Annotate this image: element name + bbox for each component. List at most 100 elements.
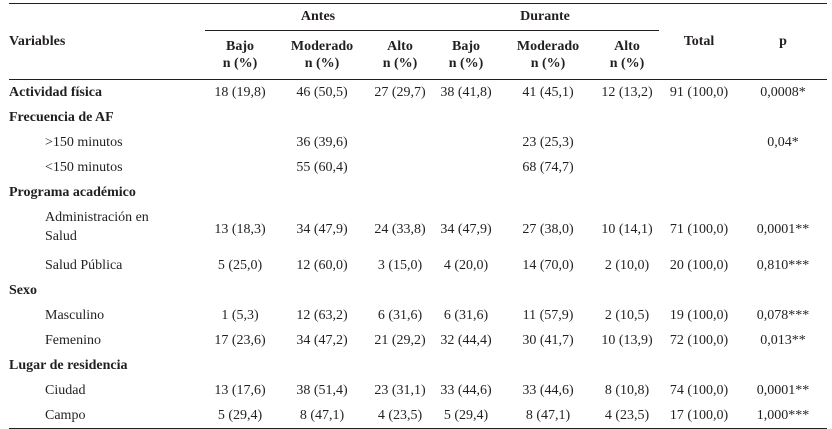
value-cell: 12 (63,2): [296, 307, 348, 323]
table-row: Administración en Salud 13 (18,3) 34 (47,9)…: [9, 205, 827, 253]
subheader-level: Alto: [387, 39, 413, 54]
header-total: Total: [659, 3, 740, 80]
subheader-unit: n (%): [530, 56, 566, 71]
p-value-cell: [739, 180, 827, 205]
value-cell: 13 (17,6): [214, 382, 266, 398]
value-cell: 5 (29,4): [217, 407, 263, 423]
value-cell: [205, 105, 275, 130]
value-cell: 13 (18,3): [214, 221, 266, 237]
subheader-cell: Alto n (%): [595, 30, 660, 80]
total-cell: 20 (100,0): [669, 257, 729, 273]
row-label-text: Campo: [45, 407, 86, 423]
table-row-category: Sexo: [9, 278, 827, 303]
table-row: Masculino 1 (5,3) 12 (63,2) 6 (31,6) 6 (31,6…: [9, 303, 827, 328]
table-row: Campo 5 (29,4) 8 (47,1) 4 (23,5) 5 (29,4) 8 (…: [9, 403, 828, 429]
subheader-unit: n (%): [382, 56, 418, 71]
subheader-unit: n (%): [304, 56, 340, 71]
value-cell: 68 (74,7): [522, 159, 574, 175]
subheader-cell: Bajo n (%): [431, 30, 502, 80]
value-cell: 34 (47,2): [296, 332, 348, 348]
row-label-text: Salud: [45, 229, 77, 244]
p-value-cell: [739, 353, 827, 378]
row-label-text: Femenino: [45, 332, 101, 348]
value-cell: 12 (60,0): [296, 257, 348, 273]
row-label: Frecuencia de AF: [9, 105, 205, 130]
value-cell: [431, 105, 501, 130]
value-cell: 4 (23,5): [377, 407, 423, 423]
row-label: Masculino: [9, 303, 205, 328]
value-cell: 6 (31,6): [443, 307, 489, 323]
value-cell: [431, 180, 501, 205]
value-cell: 36 (39,6): [296, 134, 348, 150]
total-cell: [659, 353, 739, 378]
row-label-text: Ciudad: [45, 382, 86, 398]
value-cell: [501, 278, 595, 303]
value-cell: 18 (19,8): [214, 84, 266, 100]
row-label-text: Sexo: [9, 282, 37, 298]
table-row: Salud Pública 5 (25,0) 12 (60,0) 3 (15,0) 4 …: [9, 253, 827, 278]
value-cell: 32 (44,4): [440, 332, 492, 348]
value-cell: 8 (47,1): [525, 407, 571, 423]
p-value-cell: [739, 155, 827, 180]
value-cell: 5 (29,4): [443, 407, 489, 423]
value-cell: [595, 353, 659, 378]
total-cell: 91 (100,0): [669, 84, 729, 100]
value-cell: [431, 130, 501, 155]
header-variables: Variables: [9, 3, 205, 80]
row-label-text: >150 minutos: [45, 134, 123, 150]
total-cell: 19 (100,0): [669, 307, 729, 323]
table-row-category: Programa académico: [9, 180, 827, 205]
row-label: Administración en Salud: [9, 205, 205, 253]
row-label-text: Programa académico: [9, 184, 136, 200]
row-label-text: Administración en: [45, 210, 149, 225]
p-value-cell: 0,0001**: [756, 382, 810, 398]
value-cell: 8 (47,1): [299, 407, 345, 423]
p-value-cell: 0,810***: [756, 257, 810, 273]
table-row-category: Actividad física 18 (19,8) 46 (50,5) 27 (29…: [9, 80, 827, 106]
value-cell: [205, 353, 275, 378]
row-label: Lugar de residencia: [9, 353, 205, 378]
p-value-cell: [739, 278, 827, 303]
total-cell: [659, 155, 739, 180]
row-label: Femenino: [9, 328, 205, 353]
subheader-cell: Bajo n (%): [205, 30, 275, 80]
value-cell: 46 (50,5): [296, 84, 348, 100]
value-cell: 38 (51,4): [296, 382, 348, 398]
value-cell: [595, 130, 659, 155]
value-cell: 23 (31,1): [374, 382, 426, 398]
row-label: Campo: [9, 403, 205, 429]
subheader-level: Bajo: [226, 39, 254, 54]
subheader-level: Moderado: [290, 39, 354, 54]
value-cell: [501, 105, 595, 130]
value-cell: 55 (60,4): [296, 159, 348, 175]
value-cell: [205, 130, 275, 155]
value-cell: 24 (33,8): [374, 221, 426, 237]
subheader-cell: Moderado n (%): [275, 30, 369, 80]
value-cell: [595, 180, 659, 205]
value-cell: 10 (13,9): [601, 332, 653, 348]
subheader-cell: Moderado n (%): [501, 30, 596, 80]
subheader-unit: n (%): [448, 56, 484, 71]
value-cell: 27 (38,0): [522, 221, 574, 237]
value-cell: [501, 353, 595, 378]
row-label: Programa académico: [9, 180, 205, 205]
p-value-cell: 0,078***: [756, 307, 810, 323]
value-cell: [205, 180, 275, 205]
p-value-cell: 0,0001**: [756, 221, 810, 237]
header-p: p: [739, 3, 828, 80]
total-cell: [659, 180, 739, 205]
value-cell: 34 (47,9): [440, 221, 492, 237]
total-cell: [659, 278, 739, 303]
value-cell: [431, 353, 501, 378]
row-label-text: Lugar de residencia: [9, 357, 128, 373]
row-label: Salud Pública: [9, 253, 205, 278]
value-cell: [369, 105, 431, 130]
subheader-level: Moderado: [516, 39, 580, 54]
value-cell: 11 (57,9): [522, 307, 574, 323]
value-cell: [369, 180, 431, 205]
row-label-text: Masculino: [45, 307, 105, 323]
p-value-cell: 0,013**: [760, 332, 806, 348]
p-value-cell: 1,000***: [756, 407, 810, 423]
value-cell: 4 (20,0): [443, 257, 489, 273]
value-cell: [205, 278, 275, 303]
